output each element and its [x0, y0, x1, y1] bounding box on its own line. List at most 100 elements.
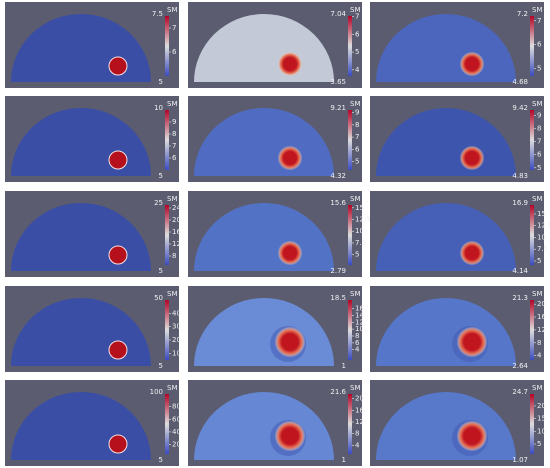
colorbar-tick-label: 20: [172, 336, 181, 344]
inclusion: [457, 327, 487, 357]
colorbar-tick-label: 6: [537, 151, 542, 159]
colorbar-tick-label: 4: [537, 352, 542, 360]
colorbar-title: SM: [350, 290, 360, 298]
colorbar: [165, 205, 169, 265]
colorbar: [165, 300, 169, 360]
colorbar-tick-label: 10: [355, 325, 364, 333]
colorbar-tick-label: 4: [355, 346, 360, 354]
colorbar-min: 4.14: [512, 267, 528, 275]
colorbar-max: 7.04: [330, 10, 346, 18]
colorbar-tick-label: 8: [355, 121, 359, 129]
colorbar-tick-label: 7: [537, 17, 541, 25]
colorbar-min: 5: [159, 267, 163, 275]
colorbar-title: SM: [350, 6, 360, 14]
inclusion: [278, 241, 302, 265]
colorbar-title: SM: [532, 384, 542, 392]
colorbar-tick-label: 24: [172, 204, 181, 212]
colorbar-title: SM: [350, 384, 360, 392]
inclusion: [457, 421, 487, 451]
colorbar-title: SM: [532, 290, 542, 298]
colorbar-tick-label: 8: [537, 339, 541, 347]
colorbar-tick-label: 8: [537, 125, 541, 133]
colorbar-tick-label: 8: [355, 430, 359, 438]
panel: SM 25 5 24 20 16 12 8: [5, 191, 181, 277]
colorbar-max: 100: [150, 388, 163, 396]
colorbar-min: 1: [342, 362, 346, 370]
colorbar-tick-label: 40: [172, 309, 181, 317]
panel: SM 15.6 2.79 15 12.5 10 7.5 5: [188, 191, 371, 277]
colorbar-tick-label: 12: [537, 326, 546, 334]
colorbar-tick-label: 7: [355, 13, 359, 21]
colorbar-tick-label: 12: [355, 318, 364, 326]
colorbar-tick-label: 7.5: [355, 239, 366, 247]
colorbar-tick-label: 9: [172, 118, 176, 126]
inclusion: [278, 52, 302, 76]
colorbar-tick-label: 20: [537, 402, 546, 410]
colorbar: [348, 110, 352, 170]
colorbar-max: 16.9: [512, 199, 528, 207]
colorbar-tick-label: 8: [172, 130, 176, 138]
panel: SM 100 5 80 60 40 20: [5, 380, 181, 466]
colorbar-title: SM: [532, 195, 542, 203]
inclusion: [275, 327, 305, 357]
colorbar: [165, 394, 169, 454]
colorbar-min: 5: [159, 456, 163, 464]
colorbar-max: 21.3: [512, 294, 528, 302]
colorbar-min: 4.83: [512, 172, 528, 180]
colorbar-max: 50: [154, 294, 163, 302]
colorbar-min: 5: [159, 362, 163, 370]
colorbar-tick-label: 20: [172, 216, 181, 224]
colorbar-tick-label: 20: [537, 300, 546, 308]
colorbar-min: 4.32: [330, 172, 346, 180]
colorbar-tick-label: 8: [355, 332, 359, 340]
colorbar-tick-label: 7: [172, 24, 176, 32]
colorbar-tick-label: 10: [537, 427, 546, 435]
colorbar-tick-label: 80: [172, 403, 181, 411]
colorbar: [530, 394, 534, 454]
colorbar-tick-label: 10: [172, 349, 181, 357]
colorbar-tick-label: 7: [172, 142, 176, 150]
colorbar-min: 2.79: [330, 267, 346, 275]
colorbar-tick-label: 5: [537, 64, 541, 72]
colorbar-max: 7.2: [517, 10, 528, 18]
colorbar-tick-label: 12: [172, 240, 181, 248]
colorbar: [530, 110, 534, 170]
colorbar-title: SM: [167, 384, 177, 392]
colorbar-title: SM: [167, 290, 177, 298]
inclusion: [108, 245, 128, 265]
inclusion: [108, 56, 128, 76]
colorbar-tick-label: 16: [355, 406, 364, 414]
colorbar-title: SM: [350, 100, 360, 108]
colorbar-min: 1: [342, 456, 346, 464]
panel: SM 16.9 4.14 15 12.5 10 7.5 5: [370, 191, 550, 277]
panel: SM 9.21 4.32 9 8 7 6 5: [188, 96, 362, 182]
inclusion: [460, 146, 484, 170]
colorbar-max: 21.6: [330, 388, 346, 396]
colorbar-tick-label: 5: [537, 257, 541, 265]
colorbar-tick-label: 5: [537, 440, 541, 448]
colorbar-tick-label: 6: [355, 145, 360, 153]
colorbar-tick-label: 6: [355, 339, 360, 347]
colorbar-min: 4.68: [512, 78, 528, 86]
inclusion: [460, 52, 484, 76]
colorbar-tick-label: 7: [537, 138, 541, 146]
colorbar: [165, 110, 169, 170]
inclusion: [460, 241, 484, 265]
panel: SM 10 5 9 8 7 6: [5, 96, 179, 182]
colorbar-max: 10: [154, 104, 163, 112]
colorbar: [530, 300, 534, 360]
colorbar-min: 5: [159, 78, 163, 86]
colorbar-max: 15.6: [330, 199, 346, 207]
colorbar-tick-label: 12.5: [537, 222, 550, 230]
colorbar-tick-label: 16: [172, 228, 181, 236]
panel: SM 7.2 4.68 7 6 5: [370, 2, 544, 88]
colorbar-max: 9.21: [330, 104, 346, 112]
colorbar: [348, 394, 352, 454]
colorbar-tick-label: 6: [355, 30, 360, 38]
colorbar-tick-label: 9: [355, 109, 359, 117]
colorbar-min: 5: [159, 172, 163, 180]
panel: SM 21.3 2.64 20 16 12 8 4: [370, 286, 546, 372]
colorbar-tick-label: 16: [537, 313, 546, 321]
colorbar: [165, 16, 169, 76]
inclusion: [108, 434, 128, 454]
